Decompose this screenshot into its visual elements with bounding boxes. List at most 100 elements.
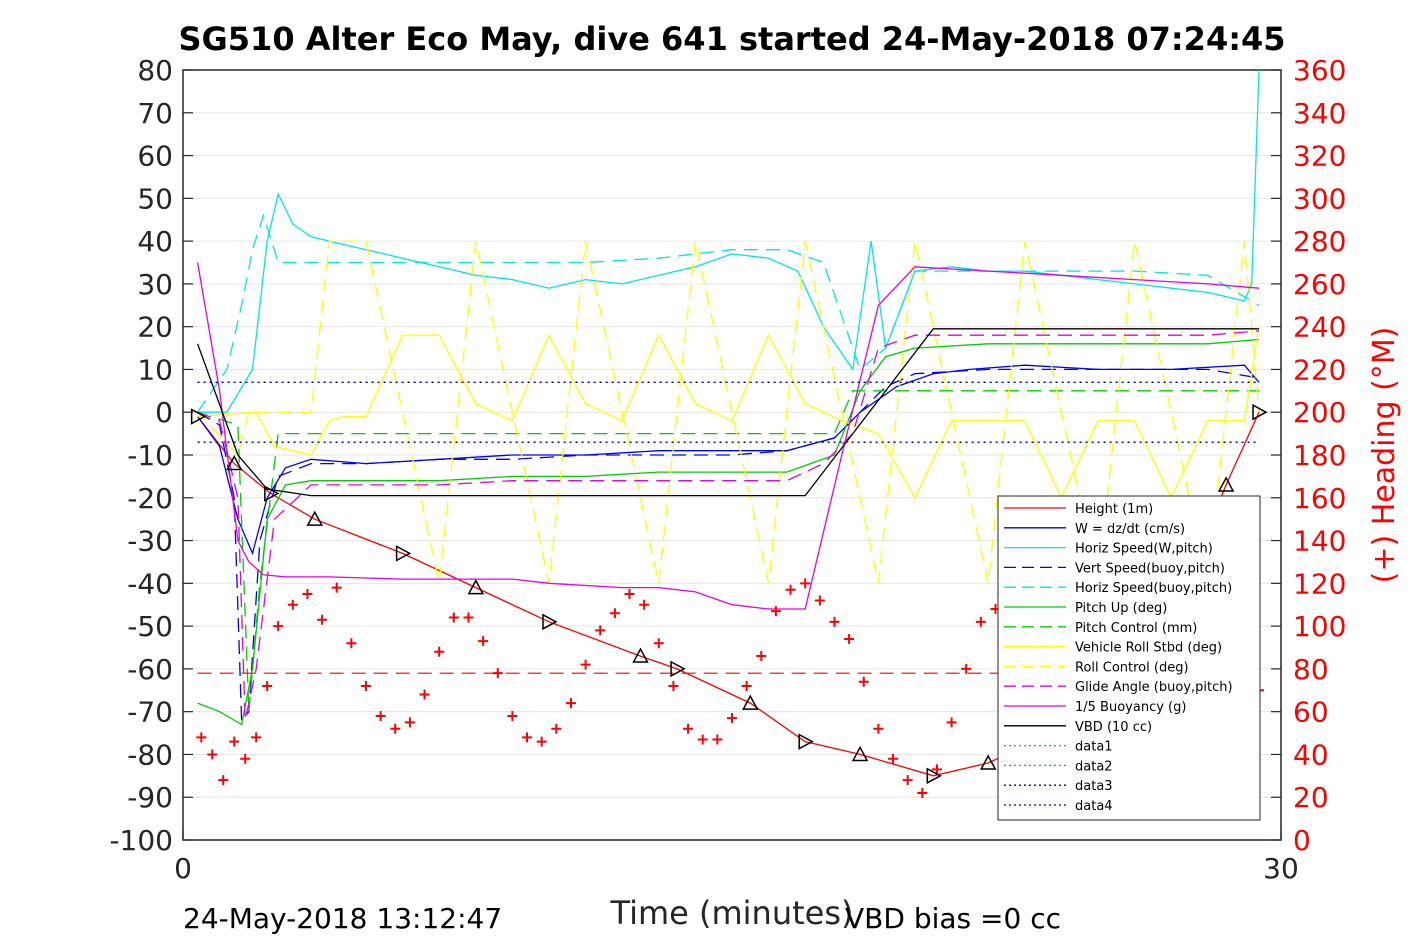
heading-point (317, 614, 328, 625)
heading-point (741, 681, 752, 691)
y-tick-label: 20 (137, 311, 173, 344)
y-tick-label: -60 (127, 653, 173, 686)
heading-point (492, 668, 503, 679)
height-marker (306, 510, 324, 526)
y-right-tick-label: 200 (1293, 396, 1346, 429)
x-tick-label: 30 (1263, 852, 1299, 885)
left-axis-ticks: 80 70 60 50 40 30 20 10 0 -10 -20 -30 -40 -50 -60 -70 -8… (109, 54, 193, 857)
y-right-tick-label: 80 (1293, 653, 1329, 686)
heading-point (262, 681, 273, 691)
heading-point (565, 698, 576, 709)
y-right-tick-label: 0 (1293, 824, 1311, 857)
y-right-tick-label: 100 (1293, 610, 1346, 643)
heading-point (595, 625, 606, 636)
height-marker (264, 485, 280, 502)
series-w-dz-dt-cm-s (197, 364, 1260, 556)
y-tick-label: -10 (127, 439, 173, 472)
heading-point (683, 723, 694, 734)
heading-point (463, 612, 474, 623)
y-right-tick-label: 220 (1293, 353, 1346, 386)
y-tick-label: 30 (137, 268, 173, 301)
heading-point (975, 616, 986, 627)
heading-point (668, 681, 679, 691)
y-tick-label: 70 (137, 97, 173, 130)
height-marker (979, 754, 997, 770)
heading-point (580, 659, 591, 670)
legend-label: Horiz Speed(W,pitch) (1075, 542, 1213, 557)
y-tick-label: 40 (137, 225, 173, 258)
heading-point (287, 599, 298, 610)
legend-label: W = dz/dt (cm/s) (1075, 522, 1185, 537)
heading-point (785, 584, 796, 595)
heading-point (273, 621, 284, 632)
y-tick-label: -100 (109, 824, 173, 857)
height-marker (1252, 403, 1268, 421)
y-tick-label: 10 (137, 353, 173, 386)
heading-point (302, 589, 313, 600)
y-tick-label: -30 (127, 525, 173, 558)
y-right-tick-label: 20 (1293, 781, 1329, 814)
height-marker (542, 613, 558, 631)
legend: Height (1m) W = dz/dt (cm/s) Horiz Speed(W… (997, 495, 1261, 821)
height-marker (670, 660, 686, 678)
y-right-tick-label: 360 (1293, 54, 1346, 87)
y-tick-label: -90 (127, 781, 173, 814)
series-vehicle-roll-stbd-deg (197, 326, 1260, 500)
y-right-tick-label: 40 (1293, 738, 1329, 771)
heading-point (946, 717, 957, 728)
y-tick-label: 0 (155, 396, 173, 429)
y-tick-label: -70 (127, 696, 173, 729)
heading-point (551, 723, 562, 734)
heading-point (814, 595, 825, 606)
x-tick-label: 0 (174, 852, 192, 885)
height-marker (851, 745, 869, 762)
heading-point (609, 608, 620, 619)
heading-point (251, 732, 262, 743)
heading-point (727, 713, 737, 724)
y-tick-label: 50 (137, 182, 173, 215)
heading-point (653, 638, 664, 649)
y-tick-label: -50 (127, 610, 173, 643)
heading-point (770, 606, 781, 617)
heading-point (404, 717, 415, 728)
legend-label: Glide Angle (buoy,pitch) (1075, 680, 1233, 695)
height-marker (798, 733, 814, 750)
series-vbd-10-cc (196, 328, 1259, 497)
y-right-tick-label: 340 (1293, 97, 1346, 130)
heading-point (390, 723, 401, 734)
y-tick-label: 60 (137, 140, 173, 173)
y-right-tick-label: 300 (1293, 182, 1346, 215)
heading-point (858, 676, 869, 687)
legend-label: Pitch Control (mm) (1075, 621, 1197, 636)
series-roll-control-deg (197, 240, 1260, 584)
legend-label: data4 (1075, 799, 1113, 814)
heading-point (697, 734, 708, 745)
legend-box (997, 495, 1261, 821)
series-pitch-control-mm (197, 390, 1259, 712)
series-glide-angle-buoy-pitch (197, 330, 1260, 721)
heading-point (639, 599, 650, 610)
y-right-tick-label: 140 (1293, 525, 1346, 558)
y-right-tick-label: 120 (1293, 567, 1346, 600)
heading-point (800, 578, 811, 589)
heading-point (844, 633, 855, 644)
heading-point (931, 764, 942, 775)
series-horiz-speed-w-pitch (197, 70, 1260, 413)
legend-label: data3 (1075, 779, 1113, 794)
height-marker (632, 647, 649, 663)
y-right-tick-label: 320 (1293, 140, 1346, 173)
y-tick-label: -20 (127, 482, 173, 515)
series-horiz-speed-buoy-pitch (197, 213, 1260, 413)
height-marker (395, 545, 412, 562)
right-axis-label: (+) Heading (°M) (1367, 327, 1402, 584)
heading-point (624, 589, 635, 600)
legend-label: Vehicle Roll Stbd (deg) (1075, 641, 1222, 656)
footer-timestamp: 24-May-2018 13:12:47 (183, 902, 502, 935)
heading-point (478, 636, 489, 647)
heading-point (961, 663, 972, 674)
heading-point (331, 582, 342, 593)
heading-point (756, 651, 767, 662)
heading-point (361, 681, 371, 691)
legend-label: VBD (10 cc) (1075, 720, 1152, 735)
